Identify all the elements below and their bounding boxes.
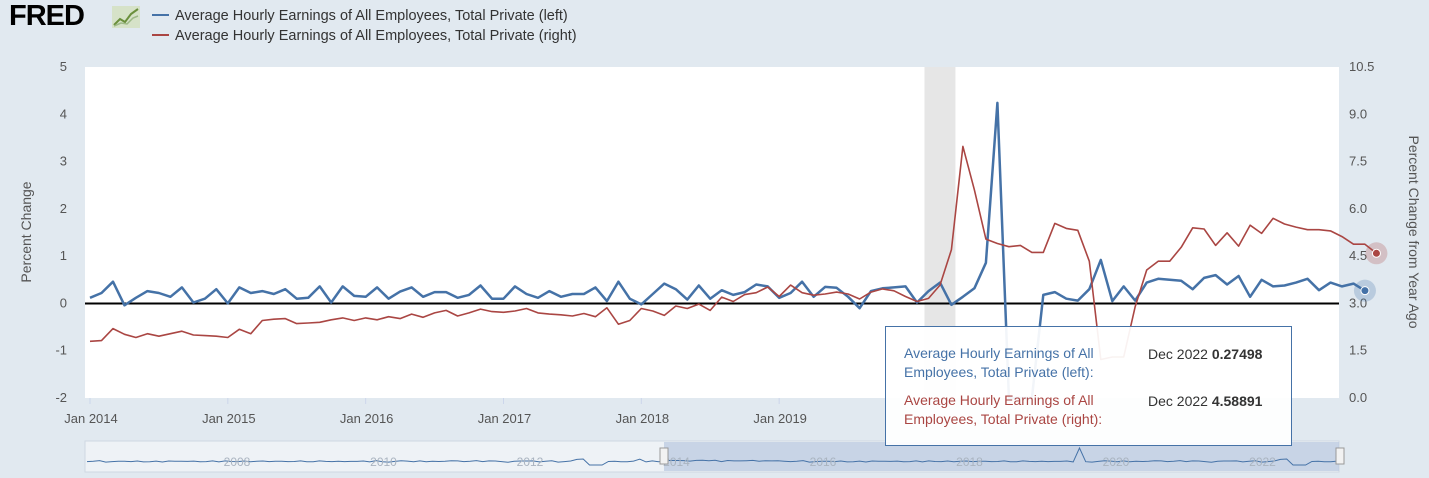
tooltip-number-left: 0.27498 [1211,346,1263,362]
left-tick-label: 5 [60,59,67,74]
navigator-year-label: 2016 [810,455,837,469]
tooltip-value-left: Dec 2022 0.27498 [1148,346,1262,362]
right-tick-label: 7.5 [1349,154,1367,169]
legend-item-right[interactable]: Average Hourly Earnings of All Employees… [152,28,577,46]
left-tick-label: -2 [55,390,67,405]
legend-item-left[interactable]: Average Hourly Earnings of All Employees… [152,8,568,26]
navigator-series-line [86,446,1338,466]
hover-point-left[interactable] [1360,286,1370,296]
navigator-year-label: 2010 [370,455,397,469]
navigator-year-label: 2012 [517,455,544,469]
tooltip-value-right: Dec 2022 4.58891 [1148,393,1262,409]
navigator-handle-right[interactable] [1335,447,1345,465]
chart-header: FRED Average Hourly Earnings of All Empl… [0,0,1429,52]
series-line-right[interactable] [89,145,1377,361]
right-tick-label: 1.5 [1349,343,1367,358]
fred-logo[interactable]: FRED [9,0,85,32]
tooltip: Average Hourly Earnings of All Employees… [885,326,1292,446]
right-tick-label: 3.0 [1349,295,1367,310]
legend-label-right: Average Hourly Earnings of All Employees… [175,28,577,44]
legend-label-left: Average Hourly Earnings of All Employees… [175,8,568,24]
left-tick-label: 2 [60,201,67,216]
tooltip-series-name-right: Average Hourly Earnings of All Employees… [904,392,1103,427]
x-tick-label: Jan 2016 [340,411,394,426]
navigator-year-label: 2018 [956,455,983,469]
right-tick-label: 0.0 [1349,390,1367,405]
right-tick-label: 6.0 [1349,201,1367,216]
left-tick-label: 4 [60,106,67,121]
tooltip-number-right: 4.58891 [1211,393,1263,409]
legend-swatch-right [152,34,169,37]
tooltip-date-left: Dec 2022 [1148,346,1208,362]
hover-point-right[interactable] [1371,248,1381,258]
navigator-year-label: 2014 [663,455,690,469]
left-tick-label: 0 [60,295,67,310]
navigator[interactable]: 2008 2010 2012 2014 2016 2018 2020 2022 [84,440,1345,473]
right-axis-title: Percent Change from Year Ago [1406,135,1422,328]
right-tick-label: 4.5 [1349,248,1367,263]
navigator-selection[interactable] [664,442,1339,471]
navigator-year-label: 2020 [1103,455,1130,469]
right-tick-label: 10.5 [1349,59,1374,74]
left-tick-label: 1 [60,248,67,263]
series-line-left[interactable] [89,101,1366,400]
left-tick-label: -1 [55,343,67,358]
tooltip-series-name-left: Average Hourly Earnings of All Employees… [904,345,1094,380]
right-tick-label: 9.0 [1349,106,1367,121]
line-chart-icon [112,6,140,28]
x-tick-label: Jan 2014 [64,411,118,426]
x-tick-label: Jan 2017 [478,411,532,426]
legend-swatch-left [152,14,169,17]
x-tick-label: Jan 2019 [753,411,807,426]
navigator-handle-left[interactable] [659,447,669,465]
tooltip-date-right: Dec 2022 [1148,393,1208,409]
x-tick-label: Jan 2018 [616,411,670,426]
x-tick-label: Jan 2015 [202,411,256,426]
left-axis-title: Percent Change [18,181,34,282]
left-tick-label: 3 [60,154,67,169]
navigator-year-label: 2022 [1249,455,1276,469]
navigator-year-label: 2008 [224,455,251,469]
